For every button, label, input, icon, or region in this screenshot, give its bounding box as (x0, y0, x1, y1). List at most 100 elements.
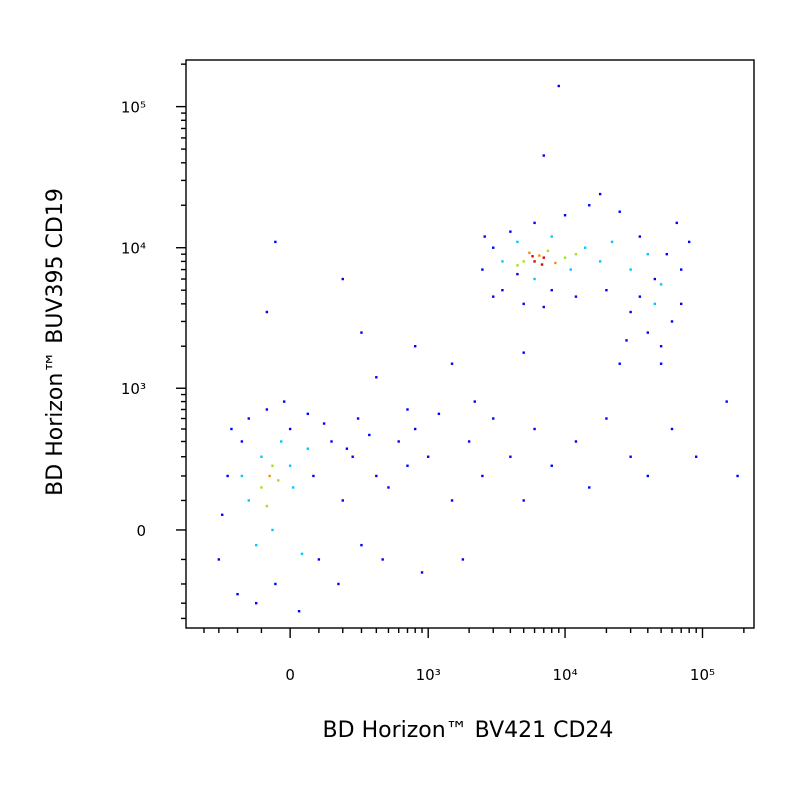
point (236, 592, 239, 596)
point (554, 261, 557, 265)
x-axis-title: BD Horizon™ BV421 CD24 (323, 718, 614, 743)
point (542, 305, 545, 309)
point (563, 214, 567, 217)
point (509, 455, 512, 458)
point (528, 251, 531, 255)
point (337, 582, 340, 586)
point (483, 235, 486, 238)
point (522, 260, 525, 263)
y-tick-label: 10³ (121, 380, 146, 398)
point (516, 272, 519, 276)
point (680, 268, 683, 271)
point (247, 499, 250, 502)
point (450, 499, 454, 502)
point (492, 295, 495, 298)
point (375, 376, 378, 379)
point (629, 268, 632, 271)
point (680, 302, 683, 306)
point (306, 447, 310, 450)
point (306, 412, 310, 416)
x-tick-label: 10⁴ (552, 666, 577, 684)
point (665, 252, 669, 256)
point (356, 417, 360, 420)
point (280, 440, 283, 443)
point (473, 400, 476, 403)
point (240, 474, 244, 478)
point (522, 351, 525, 354)
point (330, 440, 333, 443)
point (317, 558, 321, 561)
point (550, 235, 553, 238)
point (360, 543, 363, 547)
point (629, 310, 632, 314)
point (675, 221, 678, 225)
point (360, 331, 363, 334)
point (598, 260, 602, 263)
point (254, 601, 258, 605)
point (254, 543, 258, 547)
point (341, 277, 344, 281)
point (522, 302, 525, 306)
point (670, 320, 674, 323)
point (516, 264, 519, 267)
point (533, 427, 536, 431)
point (516, 240, 519, 244)
point (501, 260, 504, 263)
point (381, 558, 384, 561)
point (638, 295, 642, 298)
point (629, 455, 632, 458)
point (659, 345, 663, 348)
point (501, 288, 504, 292)
point (345, 447, 349, 450)
point (387, 486, 390, 489)
point (375, 474, 378, 478)
point (217, 558, 221, 561)
point (625, 339, 628, 342)
point (610, 240, 614, 244)
point (569, 268, 572, 271)
point (260, 455, 263, 458)
point (300, 552, 304, 556)
point (268, 474, 271, 478)
point (533, 277, 536, 281)
point (322, 422, 326, 425)
point (282, 400, 286, 403)
point (274, 582, 277, 586)
point (265, 408, 269, 411)
point (646, 474, 649, 478)
point (420, 571, 424, 574)
point (653, 277, 657, 281)
point (437, 412, 441, 416)
point (546, 249, 550, 253)
point (426, 455, 430, 458)
point (312, 474, 315, 478)
point (550, 288, 553, 292)
point (522, 499, 525, 502)
point (725, 400, 728, 403)
point (531, 255, 534, 258)
plot-frame (185, 59, 755, 629)
point (288, 464, 292, 467)
point (509, 230, 512, 233)
point (341, 499, 344, 502)
point (397, 440, 400, 443)
point (542, 154, 545, 157)
point (291, 486, 295, 489)
point (533, 221, 536, 225)
x-tick-label: 0 (285, 666, 295, 684)
point (288, 427, 292, 431)
point (461, 558, 465, 561)
point (492, 417, 495, 420)
point (670, 427, 674, 431)
point (605, 417, 608, 420)
point (247, 417, 250, 420)
point (574, 295, 578, 298)
point (406, 464, 409, 467)
point (260, 486, 263, 489)
point (277, 479, 280, 482)
point (481, 268, 484, 271)
point (557, 84, 560, 88)
point (588, 486, 591, 489)
point (646, 252, 649, 256)
point (638, 235, 642, 238)
